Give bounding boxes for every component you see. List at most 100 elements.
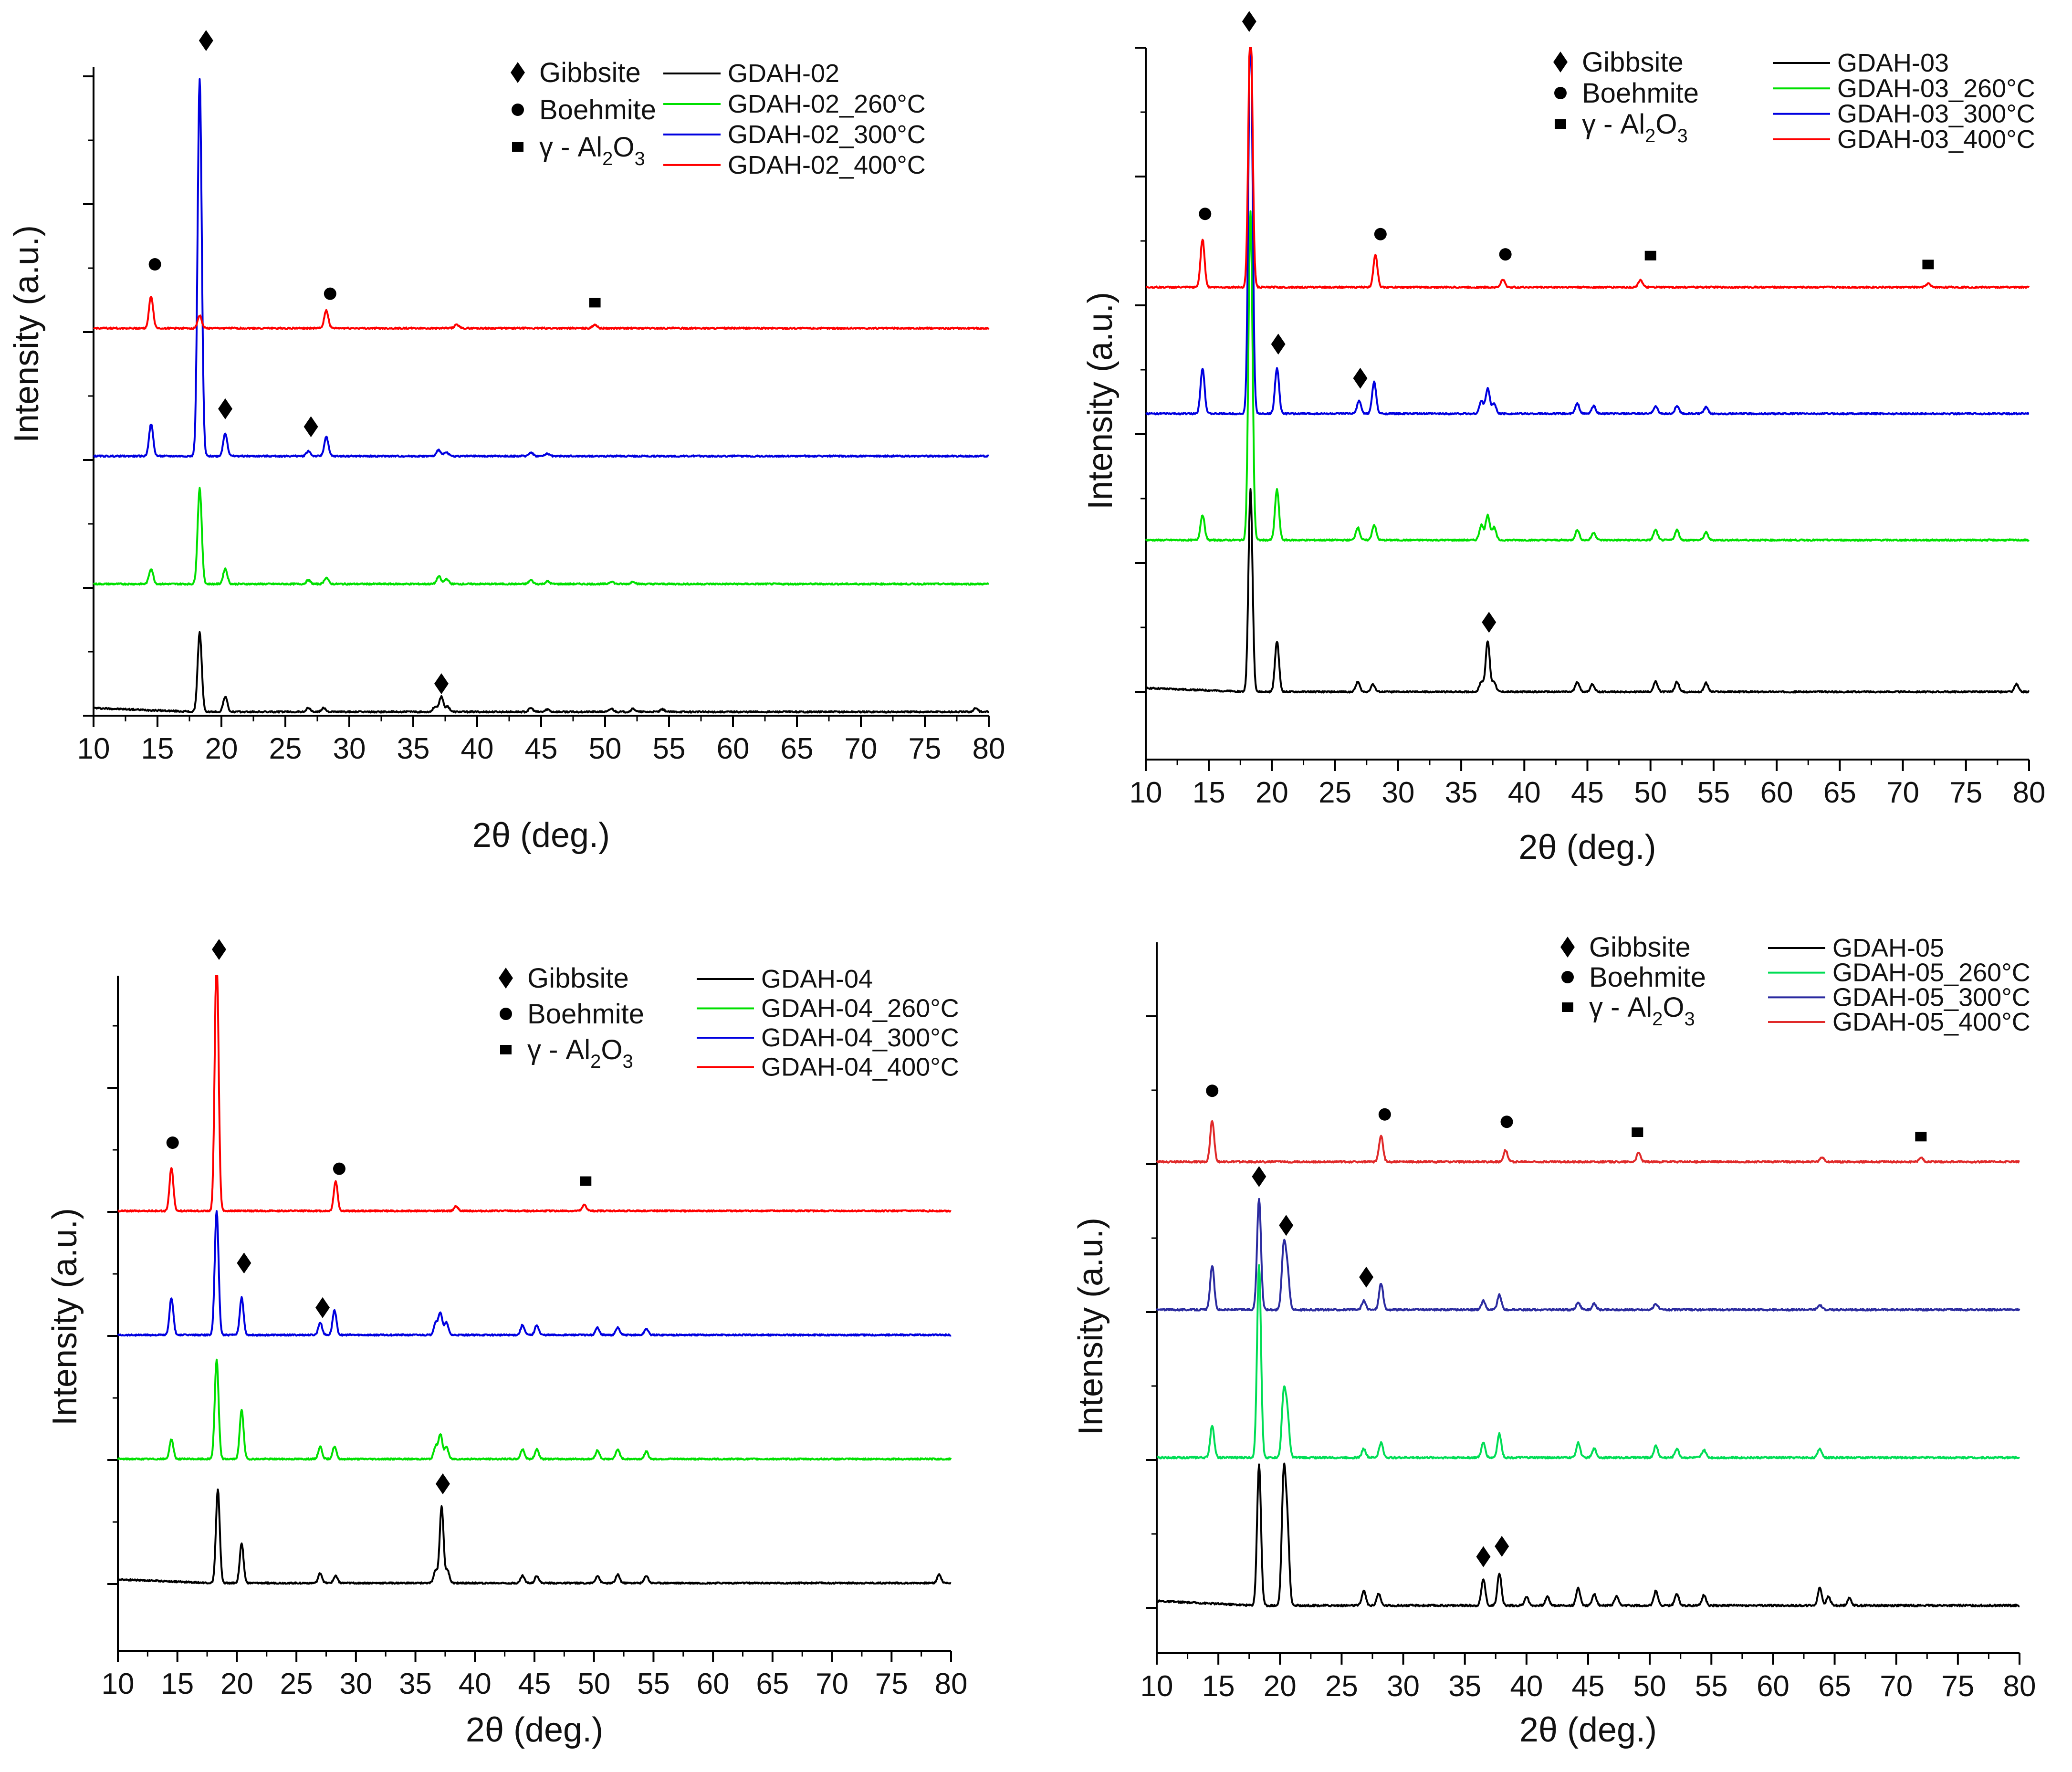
legend-label-circle: Boehmite (1582, 78, 1699, 109)
x-tick-label: 60 (717, 732, 750, 765)
peak-marker-circle (1206, 1084, 1219, 1097)
x-tick-label: 75 (875, 1668, 908, 1700)
legend-marker-diamond (511, 62, 525, 83)
x-tick-label: 45 (518, 1668, 551, 1700)
y-axis-title: Intensity (a.u.) (8, 225, 46, 443)
series-line-gdah-03-300-c (1145, 47, 2030, 416)
x-tick-label: 15 (141, 732, 174, 765)
legend-text: O (1655, 109, 1677, 140)
peak-marker-diamond (1279, 1215, 1294, 1236)
x-axis-title: 2θ (deg.) (1518, 828, 1656, 866)
y-axis-title: Intensity (a.u.) (1081, 292, 1120, 510)
x-tick-label: 80 (2003, 1670, 2036, 1703)
peak-marker-diamond (1495, 1536, 1509, 1557)
x-tick-label: 70 (1886, 776, 1919, 809)
x-tick-label: 35 (399, 1668, 432, 1700)
x-tick-label: 75 (1949, 776, 1982, 809)
legend-series-label: GDAH-03_300°C (1837, 100, 2035, 128)
chart-panel-top-right: 10 15 20 25 30 35 40 45 50 55 60 65 70 75 80 2θ (deg.) I… (1081, 11, 2045, 866)
x-tick-label: 55 (1695, 1670, 1728, 1703)
series-line-gdah-03 (1145, 488, 2030, 694)
y-axis-title: Intensity (a.u.) (46, 1208, 84, 1426)
legend-label-diamond: Gibbsite (1582, 47, 1684, 78)
x-tick-label: 50 (589, 732, 622, 765)
peak-marker-circle (1378, 1108, 1391, 1121)
x-tick-label: 45 (1572, 1670, 1605, 1703)
x-axis-title: 2θ (deg.) (1519, 1711, 1657, 1749)
peak-marker-diamond (434, 673, 449, 695)
series-line-gdah-02-400-c (93, 296, 990, 330)
series-line-gdah-02-300-c (93, 78, 990, 458)
peak-marker-circle (1500, 1115, 1513, 1128)
series-line-gdah-04 (117, 1488, 952, 1585)
x-tick-label: 20 (220, 1668, 253, 1700)
x-axis-title: 2θ (deg.) (466, 1711, 603, 1749)
legend-series-label: GDAH-05_260°C (1832, 959, 2030, 987)
x-tick-label: 15 (1193, 776, 1225, 809)
x-tick-label: 30 (1381, 776, 1414, 809)
legend-text: O (601, 1034, 622, 1065)
legend-marker-circle (1561, 971, 1574, 983)
peak-marker-circle (324, 287, 336, 300)
legend-series-label: GDAH-02_260°C (728, 90, 926, 118)
x-tick-label: 75 (909, 732, 942, 765)
x-tick-label: 80 (2013, 776, 2046, 809)
peak-marker-circle (1199, 208, 1212, 220)
x-tick-label: 55 (653, 732, 686, 765)
peak-marker-diamond (1353, 367, 1368, 389)
peak-marker-diamond (237, 1252, 251, 1274)
peak-marker-circle (148, 258, 161, 271)
peak-marker-diamond (1359, 1266, 1374, 1288)
x-tick-label: 70 (845, 732, 878, 765)
peak-marker-circle (1499, 248, 1512, 261)
peak-marker-square (1915, 1132, 1927, 1142)
legend-subscript: 2 (1652, 1009, 1663, 1030)
legend-subscript: 2 (602, 148, 613, 169)
series-line-gdah-03-400-c (1145, 47, 2030, 289)
legend-label-circle: Boehmite (527, 999, 644, 1030)
legend-subscript: 3 (1677, 125, 1688, 146)
x-tick-label: 10 (1141, 1670, 1173, 1703)
peak-marker-diamond (1242, 11, 1256, 32)
legend-marker-square (500, 1045, 512, 1054)
peak-marker-square (580, 1176, 592, 1186)
x-tick-label: 55 (1697, 776, 1730, 809)
peak-marker-square (589, 298, 601, 308)
x-tick-label: 65 (1823, 776, 1856, 809)
x-tick-label: 35 (1448, 1670, 1481, 1703)
legend-label-square: γ - Al2O3 (1589, 992, 1695, 1030)
legend-series-label: GDAH-02_400°C (728, 151, 926, 179)
legend-marker-diamond (1560, 937, 1575, 958)
peak-marker-square (1632, 1127, 1643, 1137)
x-tick-label: 35 (1445, 776, 1478, 809)
x-tick-label: 70 (816, 1668, 848, 1700)
x-tick-label: 40 (1508, 776, 1541, 809)
x-tick-label: 20 (1264, 1670, 1297, 1703)
legend-marker-circle (1554, 87, 1567, 99)
peak-marker-diamond (1271, 334, 1286, 355)
legend-subscript: 3 (623, 1051, 633, 1072)
x-tick-label: 65 (1818, 1670, 1851, 1703)
x-tick-label: 55 (637, 1668, 670, 1700)
series-line-gdah-05-300-c (1156, 1198, 2020, 1312)
x-tick-label: 40 (461, 732, 494, 765)
x-tick-label: 25 (1319, 776, 1351, 809)
peak-marker-diamond (1476, 1546, 1491, 1567)
legend-series-label: GDAH-05 (1832, 934, 1944, 962)
series-line-gdah-05-260-c (1156, 1264, 2020, 1459)
series-line-gdah-04-260-c (117, 1358, 952, 1461)
x-tick-label: 40 (459, 1668, 492, 1700)
legend-series-label: GDAH-02 (728, 59, 839, 88)
legend-series-label: GDAH-04_300°C (761, 1023, 959, 1052)
x-tick-label: 60 (1757, 1670, 1789, 1703)
legend-marker-square (1555, 119, 1566, 129)
peak-marker-square (1922, 260, 1934, 270)
legend-label-diamond: Gibbsite (539, 57, 641, 88)
x-tick-label: 15 (1202, 1670, 1235, 1703)
x-tick-label: 60 (697, 1668, 730, 1700)
legend-series-label: GDAH-04_260°C (761, 994, 959, 1023)
x-tick-label: 30 (1387, 1670, 1420, 1703)
x-tick-label: 50 (1634, 776, 1667, 809)
series-line-gdah-05 (1156, 1462, 2020, 1607)
legend-series-label: GDAH-03_260°C (1837, 74, 2035, 103)
